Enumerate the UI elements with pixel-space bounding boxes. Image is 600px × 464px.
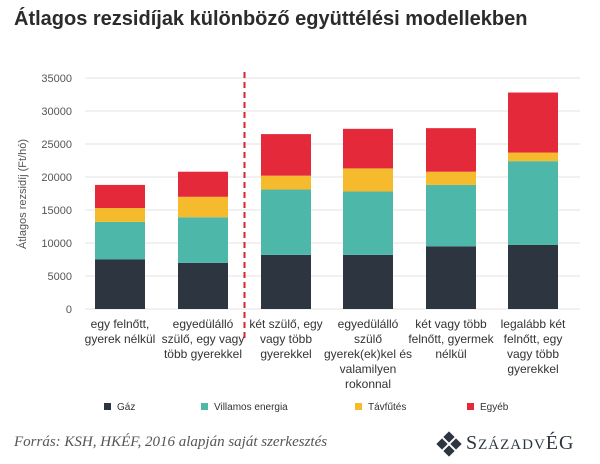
- bar-segment-gáz: [343, 254, 393, 309]
- x-tick-label: valamilyen: [340, 362, 397, 376]
- x-tick-label: egy felnőtt,: [91, 317, 150, 331]
- x-tick-label: vagy több: [260, 332, 312, 346]
- bar-segment-egyéb: [178, 171, 228, 197]
- x-tick-label: több gyerekkel: [164, 347, 242, 361]
- x-tick-label: egyedülálló: [173, 317, 234, 331]
- x-tick-label: gyerekkel: [507, 362, 558, 376]
- bar-segment-villamos-energia: [95, 221, 145, 260]
- y-tick-label: 5000: [48, 271, 72, 283]
- legend-swatch: [201, 403, 208, 410]
- bar-segment-egyéb: [426, 128, 476, 172]
- x-tick-label: két szülő, egy: [249, 317, 322, 331]
- bar-segment-villamos-energia: [508, 161, 558, 245]
- y-tick-label: 10000: [41, 238, 72, 250]
- bar-segment-távfűtés: [95, 208, 145, 222]
- bar-segment-távfűtés: [508, 152, 558, 162]
- x-tick-label: két vagy több: [415, 317, 487, 331]
- bar-segment-egyéb: [343, 128, 393, 169]
- bar-segment-egyéb: [95, 184, 145, 209]
- bar-segment-villamos-energia: [426, 184, 476, 247]
- legend-label: Távfűtés: [368, 402, 406, 413]
- y-axis-label: Átlagos rezsidíj (Ft/hó): [16, 139, 29, 249]
- x-tick-label: szülő, egy vagy: [162, 332, 245, 346]
- y-tick-label: 0: [66, 304, 72, 316]
- bar-segment-távfűtés: [261, 175, 311, 190]
- bar-segment-villamos-energia: [261, 189, 311, 255]
- y-tick-label: 15000: [41, 205, 72, 217]
- bar-segment-távfűtés: [426, 171, 476, 185]
- bar-segment-gáz: [261, 254, 311, 309]
- chart-title: Átlagos rezsidíjak különböző együttélési…: [14, 8, 528, 30]
- legend-label: Gáz: [117, 402, 135, 413]
- bar-segment-villamos-energia: [178, 217, 228, 263]
- x-tick-label: nélkül: [435, 347, 466, 361]
- x-tick-label: rokonnal: [345, 377, 391, 391]
- legend-label: Egyéb: [480, 402, 509, 413]
- bar-segment-gáz: [508, 244, 558, 309]
- bar-segment-gáz: [426, 246, 476, 309]
- x-tick-label: gyerek nélkül: [85, 332, 156, 346]
- legend-label: Villamos energia: [214, 402, 288, 413]
- bar-segment-egyéb: [261, 134, 311, 176]
- x-tick-label: szülő: [354, 332, 382, 346]
- bar-segment-távfűtés: [178, 196, 228, 218]
- bar-segment-gáz: [95, 259, 145, 309]
- bar-segment-egyéb: [508, 92, 558, 153]
- x-tick-label: vagy több: [507, 347, 559, 361]
- x-tick-label: gyerekkel: [260, 347, 311, 361]
- bar-segment-villamos-energia: [343, 191, 393, 255]
- x-tick-label: gyerek(ek)kel és: [324, 347, 412, 361]
- x-tick-label: felnőtt, gyermek: [408, 332, 494, 346]
- bar-segment-gáz: [178, 262, 228, 309]
- x-tick-label: egyedülálló: [338, 317, 399, 331]
- szazadveg-logo: SZÁZADVÉG: [436, 430, 575, 457]
- x-tick-label: legalább két: [501, 317, 566, 331]
- y-tick-label: 35000: [41, 73, 72, 85]
- y-tick-label: 20000: [41, 172, 72, 184]
- legend-swatch: [355, 403, 362, 410]
- source-note: Forrás: KSH, HKÉF, 2016 alapján saját sz…: [14, 434, 328, 450]
- logo-diamond-icon: [436, 430, 462, 457]
- x-tick-label: felnőtt, egy: [504, 332, 563, 346]
- y-tick-label: 30000: [41, 106, 72, 118]
- bar-segment-távfűtés: [343, 168, 393, 192]
- logo-text: SZÁZADVÉG: [466, 432, 575, 454]
- y-tick-label: 25000: [41, 139, 72, 151]
- legend-swatch: [104, 403, 111, 410]
- legend-swatch: [467, 403, 474, 410]
